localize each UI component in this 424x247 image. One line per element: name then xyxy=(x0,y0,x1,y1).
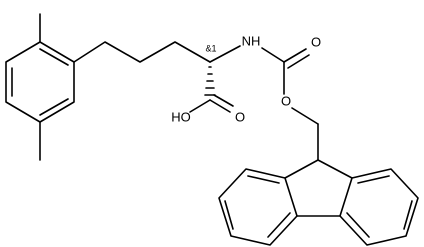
hashed-wedge xyxy=(204,66,216,96)
bond xyxy=(291,107,319,125)
double-bond xyxy=(224,200,234,230)
double-bond xyxy=(267,212,291,238)
benzene-ring xyxy=(339,168,419,246)
bond xyxy=(189,99,211,113)
double-bond xyxy=(287,54,310,69)
double-bond xyxy=(403,200,413,230)
benzene-ring xyxy=(5,41,75,123)
double-bond xyxy=(247,175,280,184)
five-ring xyxy=(284,159,353,179)
bonds xyxy=(5,13,419,246)
chain xyxy=(73,41,211,63)
bond xyxy=(209,45,241,63)
atom-label: O xyxy=(281,93,291,108)
atom-label: HO xyxy=(171,109,191,124)
bond xyxy=(209,99,231,113)
stereo-label: &1 xyxy=(205,43,216,53)
bond xyxy=(261,47,285,63)
benzene-ring xyxy=(218,168,298,246)
atom-label: O xyxy=(235,109,245,124)
double-bond xyxy=(213,94,234,107)
atom-label: NH xyxy=(242,33,261,48)
double-bond xyxy=(39,48,69,66)
double-bond xyxy=(346,212,370,238)
atom-label: O xyxy=(311,34,321,49)
bond xyxy=(283,48,307,63)
double-bond xyxy=(357,175,390,184)
double-bond xyxy=(39,98,69,116)
